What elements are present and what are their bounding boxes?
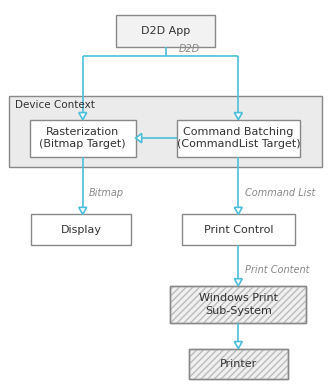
- Text: Rasterization
(Bitmap Target): Rasterization (Bitmap Target): [39, 127, 126, 149]
- Bar: [177, 120, 300, 156]
- Text: Windows Print
Sub-System: Windows Print Sub-System: [199, 293, 278, 315]
- Polygon shape: [234, 279, 242, 286]
- Bar: [170, 286, 306, 323]
- Text: Command Batching
(CommandList Target): Command Batching (CommandList Target): [176, 127, 300, 149]
- Polygon shape: [79, 207, 87, 214]
- Bar: [31, 214, 131, 245]
- Text: Printer: Printer: [220, 359, 257, 369]
- Text: Command List: Command List: [245, 188, 315, 198]
- Text: D2D App: D2D App: [141, 26, 190, 36]
- Text: Device Context: Device Context: [15, 100, 95, 110]
- Bar: [189, 349, 288, 379]
- Bar: [9, 96, 322, 167]
- Bar: [116, 15, 215, 47]
- Bar: [189, 349, 288, 379]
- Bar: [189, 349, 288, 379]
- Bar: [182, 214, 295, 245]
- Polygon shape: [136, 133, 142, 143]
- Text: Display: Display: [61, 224, 102, 235]
- Bar: [30, 120, 136, 156]
- Bar: [170, 286, 306, 323]
- Polygon shape: [234, 342, 242, 349]
- Polygon shape: [234, 113, 242, 120]
- Polygon shape: [234, 207, 242, 214]
- Text: Bitmap: Bitmap: [89, 188, 124, 198]
- Text: Print Control: Print Control: [204, 224, 273, 235]
- Bar: [170, 286, 306, 323]
- Text: Print Content: Print Content: [245, 265, 309, 275]
- Text: D2D: D2D: [179, 44, 200, 54]
- Polygon shape: [79, 113, 87, 120]
